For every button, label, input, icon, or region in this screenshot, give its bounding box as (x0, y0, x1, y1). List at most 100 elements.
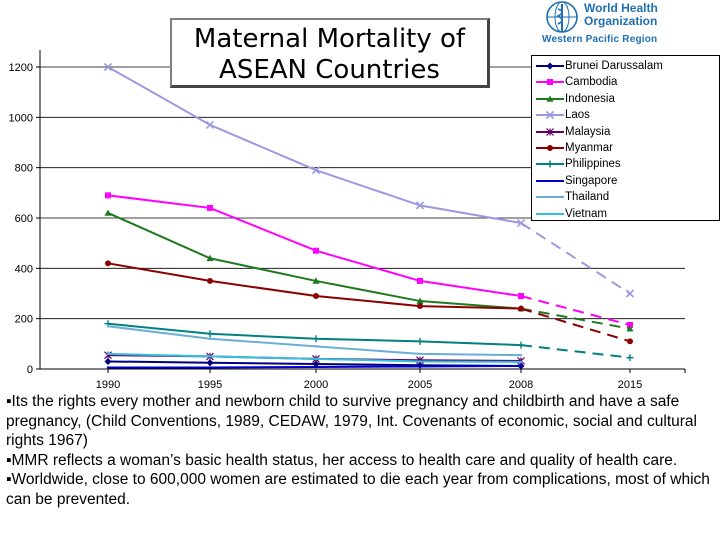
legend-label: Cambodia (565, 76, 618, 89)
legend-swatch (536, 196, 564, 199)
data-point (104, 209, 112, 216)
series-projection-line (520, 307, 631, 330)
data-point (518, 305, 524, 312)
legend-swatch-marker (546, 127, 554, 136)
data-point (627, 338, 633, 345)
data-point (418, 352, 422, 356)
data-point (418, 365, 422, 368)
bullet-list: ▪Its the rights every mother and newborn… (6, 392, 716, 509)
x-tick-label: 2015 (618, 379, 642, 391)
series-line (107, 66, 522, 225)
y-tick-label: 400 (15, 263, 33, 275)
legend-item-thailand: Thailand (532, 189, 720, 205)
data-point (207, 204, 213, 211)
data-point (519, 364, 523, 368)
legend-swatch (536, 179, 564, 182)
series-projection-line (520, 295, 631, 326)
data-point (104, 357, 112, 365)
data-point (314, 365, 318, 369)
y-tick-label: 200 (15, 314, 33, 326)
data-point (626, 325, 634, 332)
series-projection-line (520, 222, 631, 295)
data-point (105, 192, 111, 199)
legend-swatch (536, 145, 564, 151)
series-projection-line (520, 307, 631, 343)
legend-label: Thailand (565, 191, 610, 204)
data-point (312, 335, 320, 343)
legend-item-brunei-darussalam: Brunei Darussalam (532, 58, 720, 74)
data-point (206, 254, 214, 262)
data-point (208, 366, 212, 369)
x-tick-label: 1995 (198, 379, 222, 391)
y-tick-label: 0 (27, 364, 33, 376)
chart-title-box: Maternal Mortality of ASEAN Countries (170, 18, 490, 88)
x-tick-label: 2005 (408, 379, 432, 391)
legend: Brunei Darussalam Cambodia Indonesia Laos Ma… (531, 55, 720, 221)
series-line (108, 364, 522, 369)
legend-swatch-marker (547, 145, 553, 151)
who-emblem-icon (546, 1, 578, 33)
legend-swatch (536, 79, 564, 86)
data-point (208, 355, 212, 358)
legend-label: Philippines (565, 158, 621, 171)
legend-item-malaysia: Malaysia (532, 124, 720, 140)
series-layer (103, 62, 635, 370)
legend-swatch (536, 62, 564, 70)
x-tick-label: 1990 (96, 379, 120, 391)
legend-label: Laos (565, 109, 590, 122)
bullet-item-mmr: ▪MMR reflects a woman’s basic health sta… (6, 451, 678, 469)
data-point (206, 330, 214, 338)
legend-item-indonesia: Indonesia (532, 91, 720, 107)
data-point (519, 353, 523, 357)
y-tick-label: 600 (15, 213, 33, 225)
legend-item-cambodia: Cambodia (532, 74, 720, 90)
who-region: Western Pacific Region (542, 34, 658, 45)
series-thailand (106, 325, 523, 357)
legend-label: Singapore (565, 174, 618, 187)
data-point (208, 337, 212, 340)
legend-item-laos: Laos (532, 107, 720, 123)
data-point (417, 303, 423, 310)
data-point (103, 62, 113, 72)
series-myanmar (105, 260, 633, 345)
data-point (105, 260, 111, 267)
who-name-line-1: World Health (584, 1, 658, 15)
data-point (207, 277, 213, 284)
data-point (106, 352, 110, 356)
legend-swatch-marker (546, 160, 554, 168)
axes: 0 200 400 600 800 1000 1200 1990 1995 2000 2005 200… (9, 50, 686, 391)
x-tick-label: 2000 (304, 379, 328, 391)
data-point (519, 360, 523, 364)
data-point (314, 357, 318, 361)
data-point (516, 218, 526, 228)
data-point (416, 337, 424, 345)
legend-swatch-marker (547, 79, 553, 86)
data-point (518, 293, 524, 300)
y-tick-label: 1200 (9, 62, 33, 74)
data-point (312, 277, 320, 284)
data-point (625, 289, 635, 298)
series-laos (103, 62, 635, 298)
series-vietnam (106, 352, 523, 364)
data-point (627, 321, 633, 328)
bullet-item-rights: ▪Its the rights every mother and newborn… (6, 393, 697, 449)
data-point (416, 297, 424, 304)
y-tick-label: 1000 (9, 112, 33, 124)
data-point (206, 359, 214, 367)
legend-swatch (536, 111, 564, 120)
series-indonesia (104, 209, 634, 332)
legend-swatch (536, 212, 564, 215)
legend-swatch (536, 160, 564, 168)
legend-label: Myanmar (565, 142, 613, 154)
data-point (314, 345, 318, 348)
data-point (106, 366, 110, 369)
legend-item-vietnam: Vietnam (532, 206, 720, 222)
data-point (205, 120, 215, 129)
chart-title-line-1: Maternal Mortality of (193, 24, 466, 54)
who-name-line-2: Organization (584, 14, 658, 28)
data-point (626, 354, 634, 362)
series-cambodia (105, 192, 633, 328)
who-logo: World Health Organization Western Pacifi… (540, 0, 720, 50)
y-tick-label: 800 (15, 163, 33, 175)
